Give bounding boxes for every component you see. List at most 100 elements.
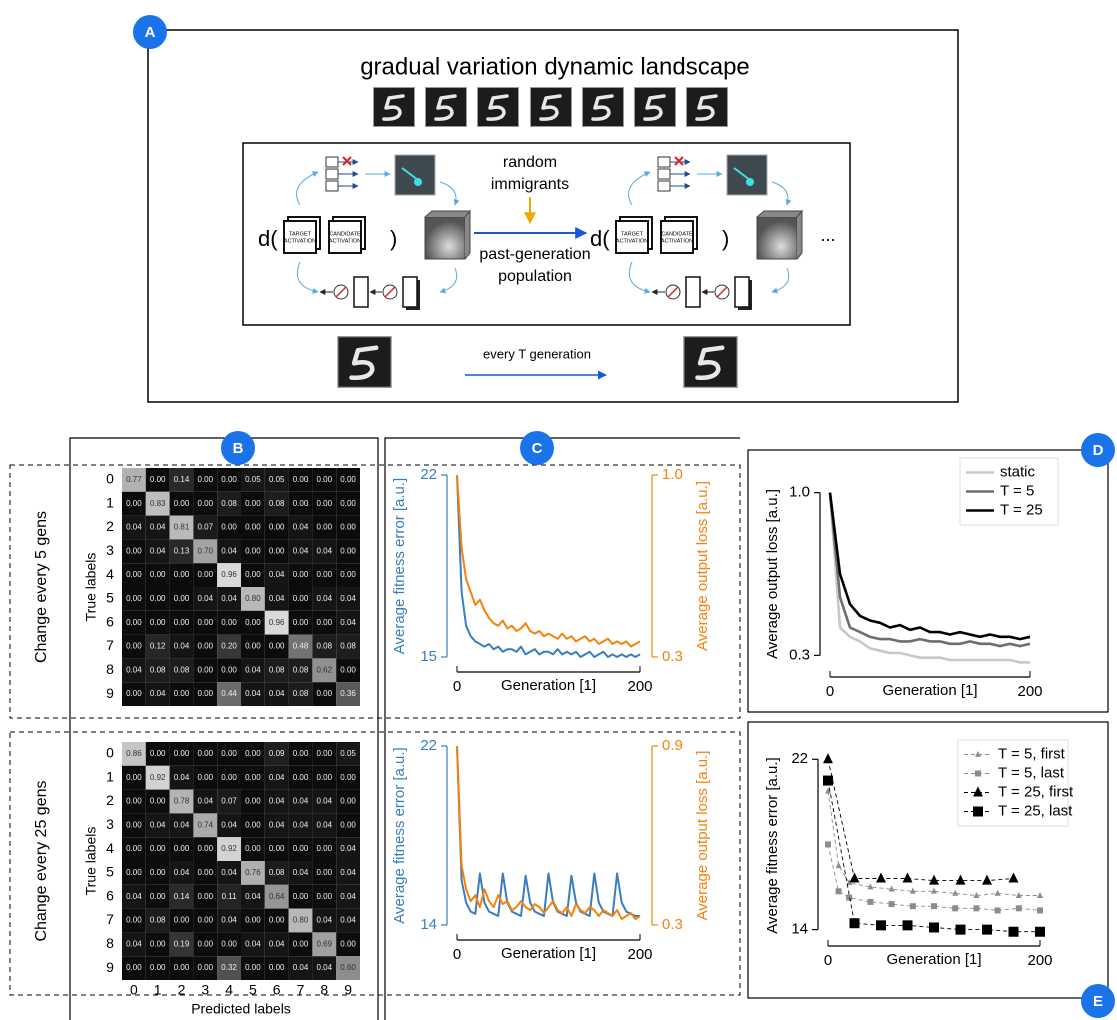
cell-label: 0.00 — [317, 773, 333, 782]
cell-label: 0.04 — [221, 820, 237, 829]
marker — [876, 920, 886, 930]
cell-label: 0.00 — [198, 963, 214, 972]
cell-label: 0.74 — [198, 820, 214, 829]
y-axis-label: Average output loss [a.u.] — [694, 751, 711, 921]
cell-label: 0.00 — [245, 820, 261, 829]
series-line — [457, 475, 640, 647]
cell-label: 0.00 — [174, 916, 190, 925]
row-label: 3 — [106, 816, 114, 832]
cell-label: 0.36 — [340, 689, 356, 698]
legend-label: T = 25 — [1000, 501, 1043, 518]
cell-label: 0.62 — [317, 665, 333, 674]
marker — [1016, 892, 1022, 898]
y-axis-label: Average fitness error [a.u.] — [764, 757, 781, 933]
cell-label: 0.00 — [126, 546, 142, 555]
cell-label: 0.08 — [269, 499, 285, 508]
cell-label: 0.04 — [126, 939, 142, 948]
legend-label: static — [1000, 463, 1036, 480]
cell-label: 0.00 — [293, 475, 309, 484]
col-label: 9 — [344, 982, 352, 998]
cell-label: 0.00 — [221, 523, 237, 532]
col-label: 6 — [273, 982, 281, 998]
cell-label: 0.04 — [174, 820, 190, 829]
cell-label: 0.20 — [221, 642, 237, 651]
x-tick-label: 200 — [1017, 683, 1042, 700]
row-label: 2 — [106, 518, 114, 534]
marker — [846, 895, 852, 901]
figure: gradual variation dynamic landscape d( T… — [0, 0, 1117, 1020]
cell-label: 0.00 — [174, 499, 190, 508]
col-label: 3 — [201, 982, 209, 998]
x-tick-label: 0 — [824, 952, 832, 969]
cell-label: 0.04 — [340, 844, 356, 853]
row-label: 9 — [106, 685, 114, 701]
cell-label: 0.60 — [340, 963, 356, 972]
cell-label: 0.81 — [174, 523, 190, 532]
cell-label: 0.00 — [126, 916, 142, 925]
cell-label: 0.08 — [340, 642, 356, 651]
candidate-label: ACTIVATION — [329, 238, 361, 244]
cell-label: 0.11 — [222, 892, 238, 901]
cell-label: 0.04 — [317, 820, 333, 829]
cell-label: 0.04 — [269, 594, 285, 603]
cell-label: 0.00 — [340, 523, 356, 532]
series-line — [457, 475, 640, 657]
cell-label: 0.44 — [221, 689, 237, 698]
cell-label: 0.00 — [150, 963, 166, 972]
digit — [338, 337, 391, 388]
cell-label: 0.13 — [174, 546, 190, 555]
y-tick-label: 0.3 — [789, 646, 810, 663]
row-title: Change every 25 gens — [33, 781, 50, 942]
x-axis-label: Predicted labels — [191, 1001, 291, 1017]
cell-label: 0.08 — [293, 689, 309, 698]
cell-label: 0.00 — [245, 844, 261, 853]
x-tick-label: 0 — [826, 683, 834, 700]
cell-label: 0.00 — [245, 916, 261, 925]
ellipsis: ... — [820, 225, 835, 245]
cell-label: 0.00 — [221, 749, 237, 758]
marker — [952, 905, 958, 911]
cell-label: 0.07 — [221, 797, 237, 806]
y-tick-label: 0.3 — [662, 648, 683, 665]
population-label: population — [498, 268, 572, 285]
cell-label: 0.04 — [221, 916, 237, 925]
marker — [867, 899, 873, 905]
cell-label: 0.08 — [150, 916, 166, 925]
y-tick-label: 15 — [420, 648, 437, 665]
cell-label: 0.04 — [340, 618, 356, 627]
row-label: 0 — [106, 745, 114, 761]
cell-label: 0.00 — [198, 475, 214, 484]
immigrants-label: immigrants — [491, 176, 569, 193]
cell-label: 0.04 — [269, 939, 285, 948]
y-tick-label: 22 — [420, 737, 437, 754]
cycle: d( TARGET ACTIVATION CANDIDATE ACTIVATIO… — [258, 155, 470, 310]
cell-label: 0.00 — [198, 868, 214, 877]
marker — [1016, 905, 1022, 911]
row-label: 4 — [106, 566, 114, 582]
cell-label: 0.00 — [126, 594, 142, 603]
cell-label: 0.00 — [340, 499, 356, 508]
cell-label: 0.00 — [150, 844, 166, 853]
cell-label: 0.00 — [126, 499, 142, 508]
marker — [931, 903, 937, 909]
cell-label: 0.00 — [150, 797, 166, 806]
y-tick-label: 14 — [420, 916, 437, 933]
cell-label: 0.00 — [293, 939, 309, 948]
cell-label: 0.04 — [293, 963, 309, 972]
cell-label: 0.04 — [245, 939, 261, 948]
cell-label: 0.92 — [221, 844, 237, 853]
row-label: 2 — [106, 792, 114, 808]
cell-label: 0.00 — [317, 689, 333, 698]
marker — [910, 903, 916, 909]
marker — [1035, 927, 1045, 937]
row-label: 5 — [106, 864, 114, 880]
cell-label: 0.04 — [198, 594, 214, 603]
d-close: ) — [722, 226, 729, 251]
cell-label: 0.04 — [198, 797, 214, 806]
cell-label: 0.00 — [317, 523, 333, 532]
cell-label: 0.69 — [317, 939, 333, 948]
cell-label: 0.00 — [245, 499, 261, 508]
marker — [836, 862, 842, 868]
cell-label: 0.70 — [198, 546, 214, 555]
cell-label: 0.00 — [221, 665, 237, 674]
